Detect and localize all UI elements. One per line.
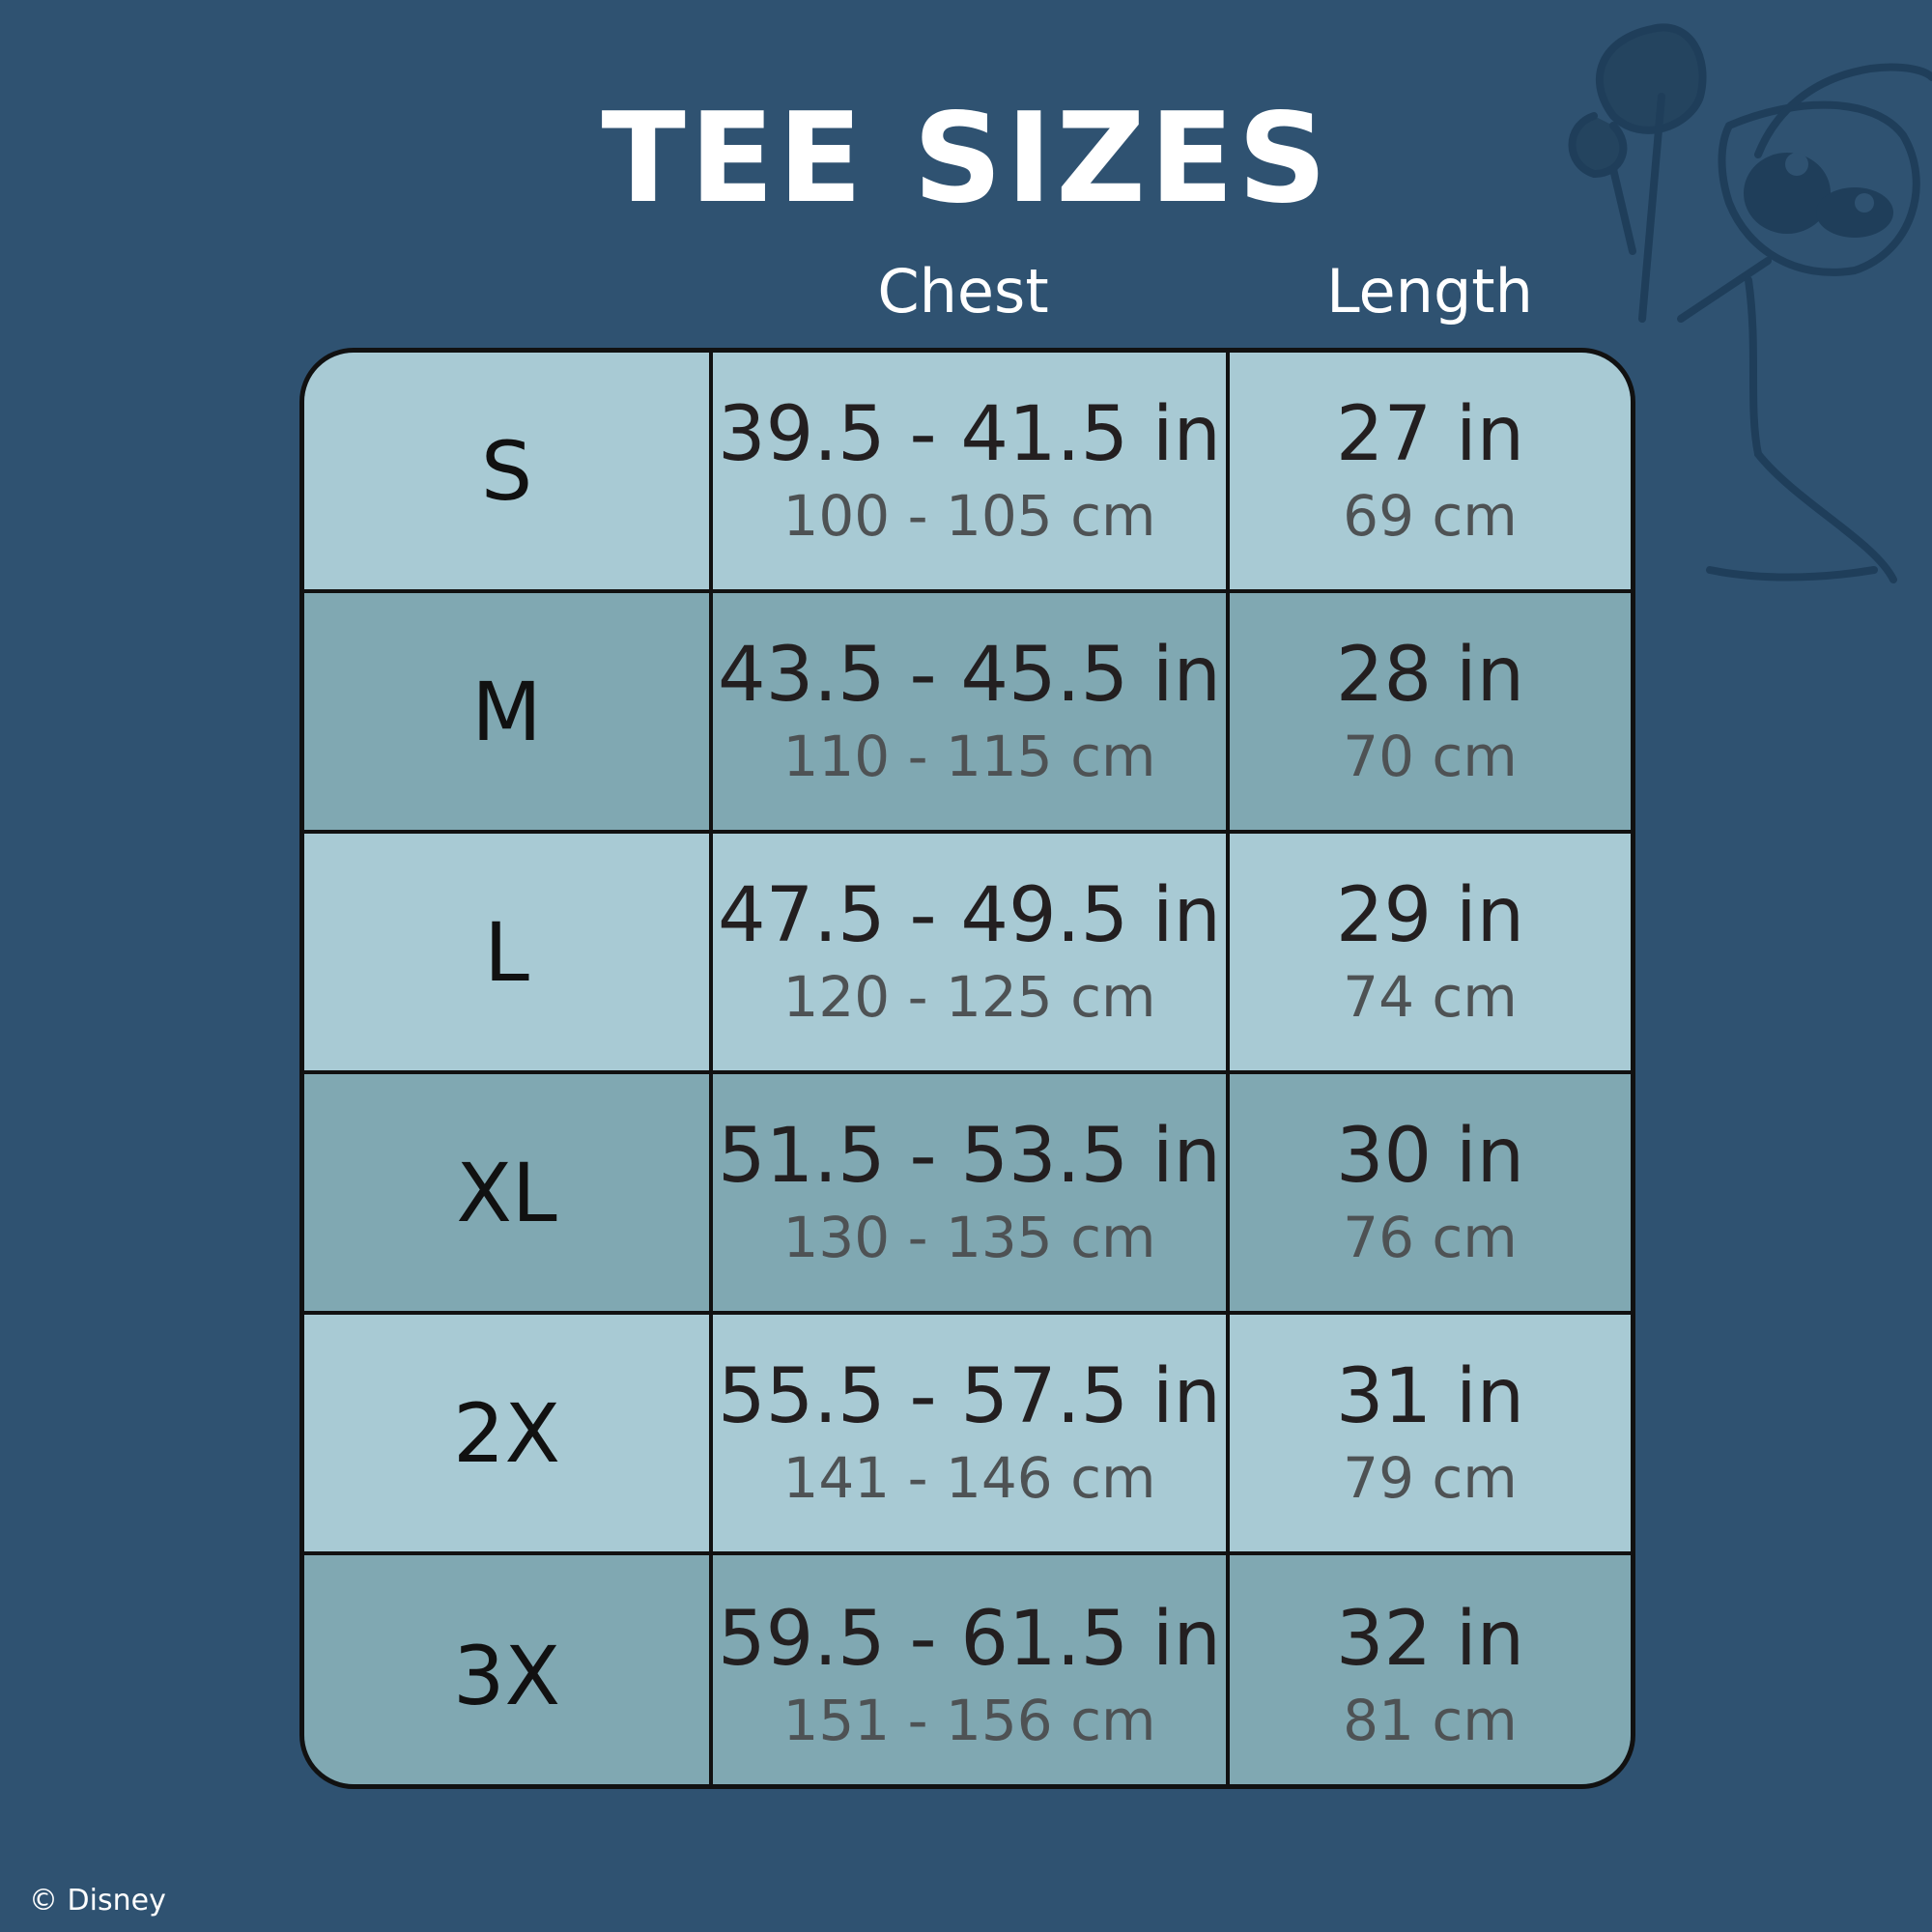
length-cell: 27 in 69 cm (1230, 353, 1631, 589)
chest-cm: 120 - 125 cm (782, 963, 1156, 1030)
length-cell: 32 in 81 cm (1230, 1555, 1631, 1784)
size-cell: S (304, 353, 713, 589)
size-label: S (480, 423, 533, 519)
column-header-chest: Chest (877, 256, 1049, 327)
chest-cell: 39.5 - 41.5 in 100 - 105 cm (713, 353, 1230, 589)
length-inches: 29 in (1335, 871, 1525, 959)
chest-inches: 51.5 - 53.5 in (718, 1112, 1221, 1200)
copyright-text: © Disney (29, 1884, 166, 1918)
size-chart-table: S 39.5 - 41.5 in 100 - 105 cm 27 in 69 cm M… (299, 348, 1635, 1789)
length-inches: 31 in (1335, 1352, 1525, 1440)
table-row: L 47.5 - 49.5 in 120 - 125 cm 29 in 74 cm (304, 834, 1631, 1074)
length-inches: 30 in (1335, 1112, 1525, 1200)
size-cell: 2X (304, 1315, 713, 1551)
column-header-length: Length (1326, 256, 1533, 327)
length-inches: 32 in (1335, 1595, 1525, 1683)
chest-cm: 100 - 105 cm (782, 482, 1156, 549)
size-label: XL (456, 1145, 557, 1240)
stitch-illustration-icon (1568, 23, 1932, 583)
size-label: L (484, 904, 529, 1000)
length-cm: 79 cm (1343, 1444, 1518, 1511)
size-cell: M (304, 593, 713, 830)
length-cell: 28 in 70 cm (1230, 593, 1631, 830)
length-cell: 29 in 74 cm (1230, 834, 1631, 1070)
length-cm: 70 cm (1343, 723, 1518, 789)
size-label: M (471, 664, 542, 759)
size-cell: XL (304, 1074, 713, 1311)
chest-cm: 110 - 115 cm (782, 723, 1156, 789)
chest-cell: 43.5 - 45.5 in 110 - 115 cm (713, 593, 1230, 830)
chest-cell: 51.5 - 53.5 in 130 - 135 cm (713, 1074, 1230, 1311)
chest-inches: 47.5 - 49.5 in (718, 871, 1221, 959)
chest-cell: 55.5 - 57.5 in 141 - 146 cm (713, 1315, 1230, 1551)
length-cell: 31 in 79 cm (1230, 1315, 1631, 1551)
chest-inches: 43.5 - 45.5 in (718, 631, 1221, 719)
length-cm: 76 cm (1343, 1204, 1518, 1270)
chest-cell: 59.5 - 61.5 in 151 - 156 cm (713, 1555, 1230, 1784)
chest-inches: 59.5 - 61.5 in (718, 1595, 1221, 1683)
table-row: S 39.5 - 41.5 in 100 - 105 cm 27 in 69 cm (304, 353, 1631, 593)
table-row: 3X 59.5 - 61.5 in 151 - 156 cm 32 in 81 cm (304, 1555, 1631, 1784)
chest-cm: 141 - 146 cm (782, 1444, 1156, 1511)
length-cm: 74 cm (1343, 963, 1518, 1030)
length-cell: 30 in 76 cm (1230, 1074, 1631, 1311)
size-label: 3X (453, 1628, 560, 1723)
chest-cell: 47.5 - 49.5 in 120 - 125 cm (713, 834, 1230, 1070)
table-row: 2X 55.5 - 57.5 in 141 - 146 cm 31 in 79 cm (304, 1315, 1631, 1555)
length-cm: 81 cm (1343, 1687, 1518, 1753)
length-inches: 27 in (1335, 390, 1525, 478)
table-row: XL 51.5 - 53.5 in 130 - 135 cm 30 in 76 cm (304, 1074, 1631, 1315)
chest-inches: 39.5 - 41.5 in (718, 390, 1221, 478)
chest-cm: 130 - 135 cm (782, 1204, 1156, 1270)
size-label: 2X (453, 1385, 560, 1481)
length-cm: 69 cm (1343, 482, 1518, 549)
chest-inches: 55.5 - 57.5 in (718, 1352, 1221, 1440)
length-inches: 28 in (1335, 631, 1525, 719)
table-row: M 43.5 - 45.5 in 110 - 115 cm 28 in 70 cm (304, 593, 1631, 834)
size-cell: L (304, 834, 713, 1070)
size-cell: 3X (304, 1555, 713, 1784)
chest-cm: 151 - 156 cm (782, 1687, 1156, 1753)
page-title: TEE SIZES (601, 87, 1331, 231)
